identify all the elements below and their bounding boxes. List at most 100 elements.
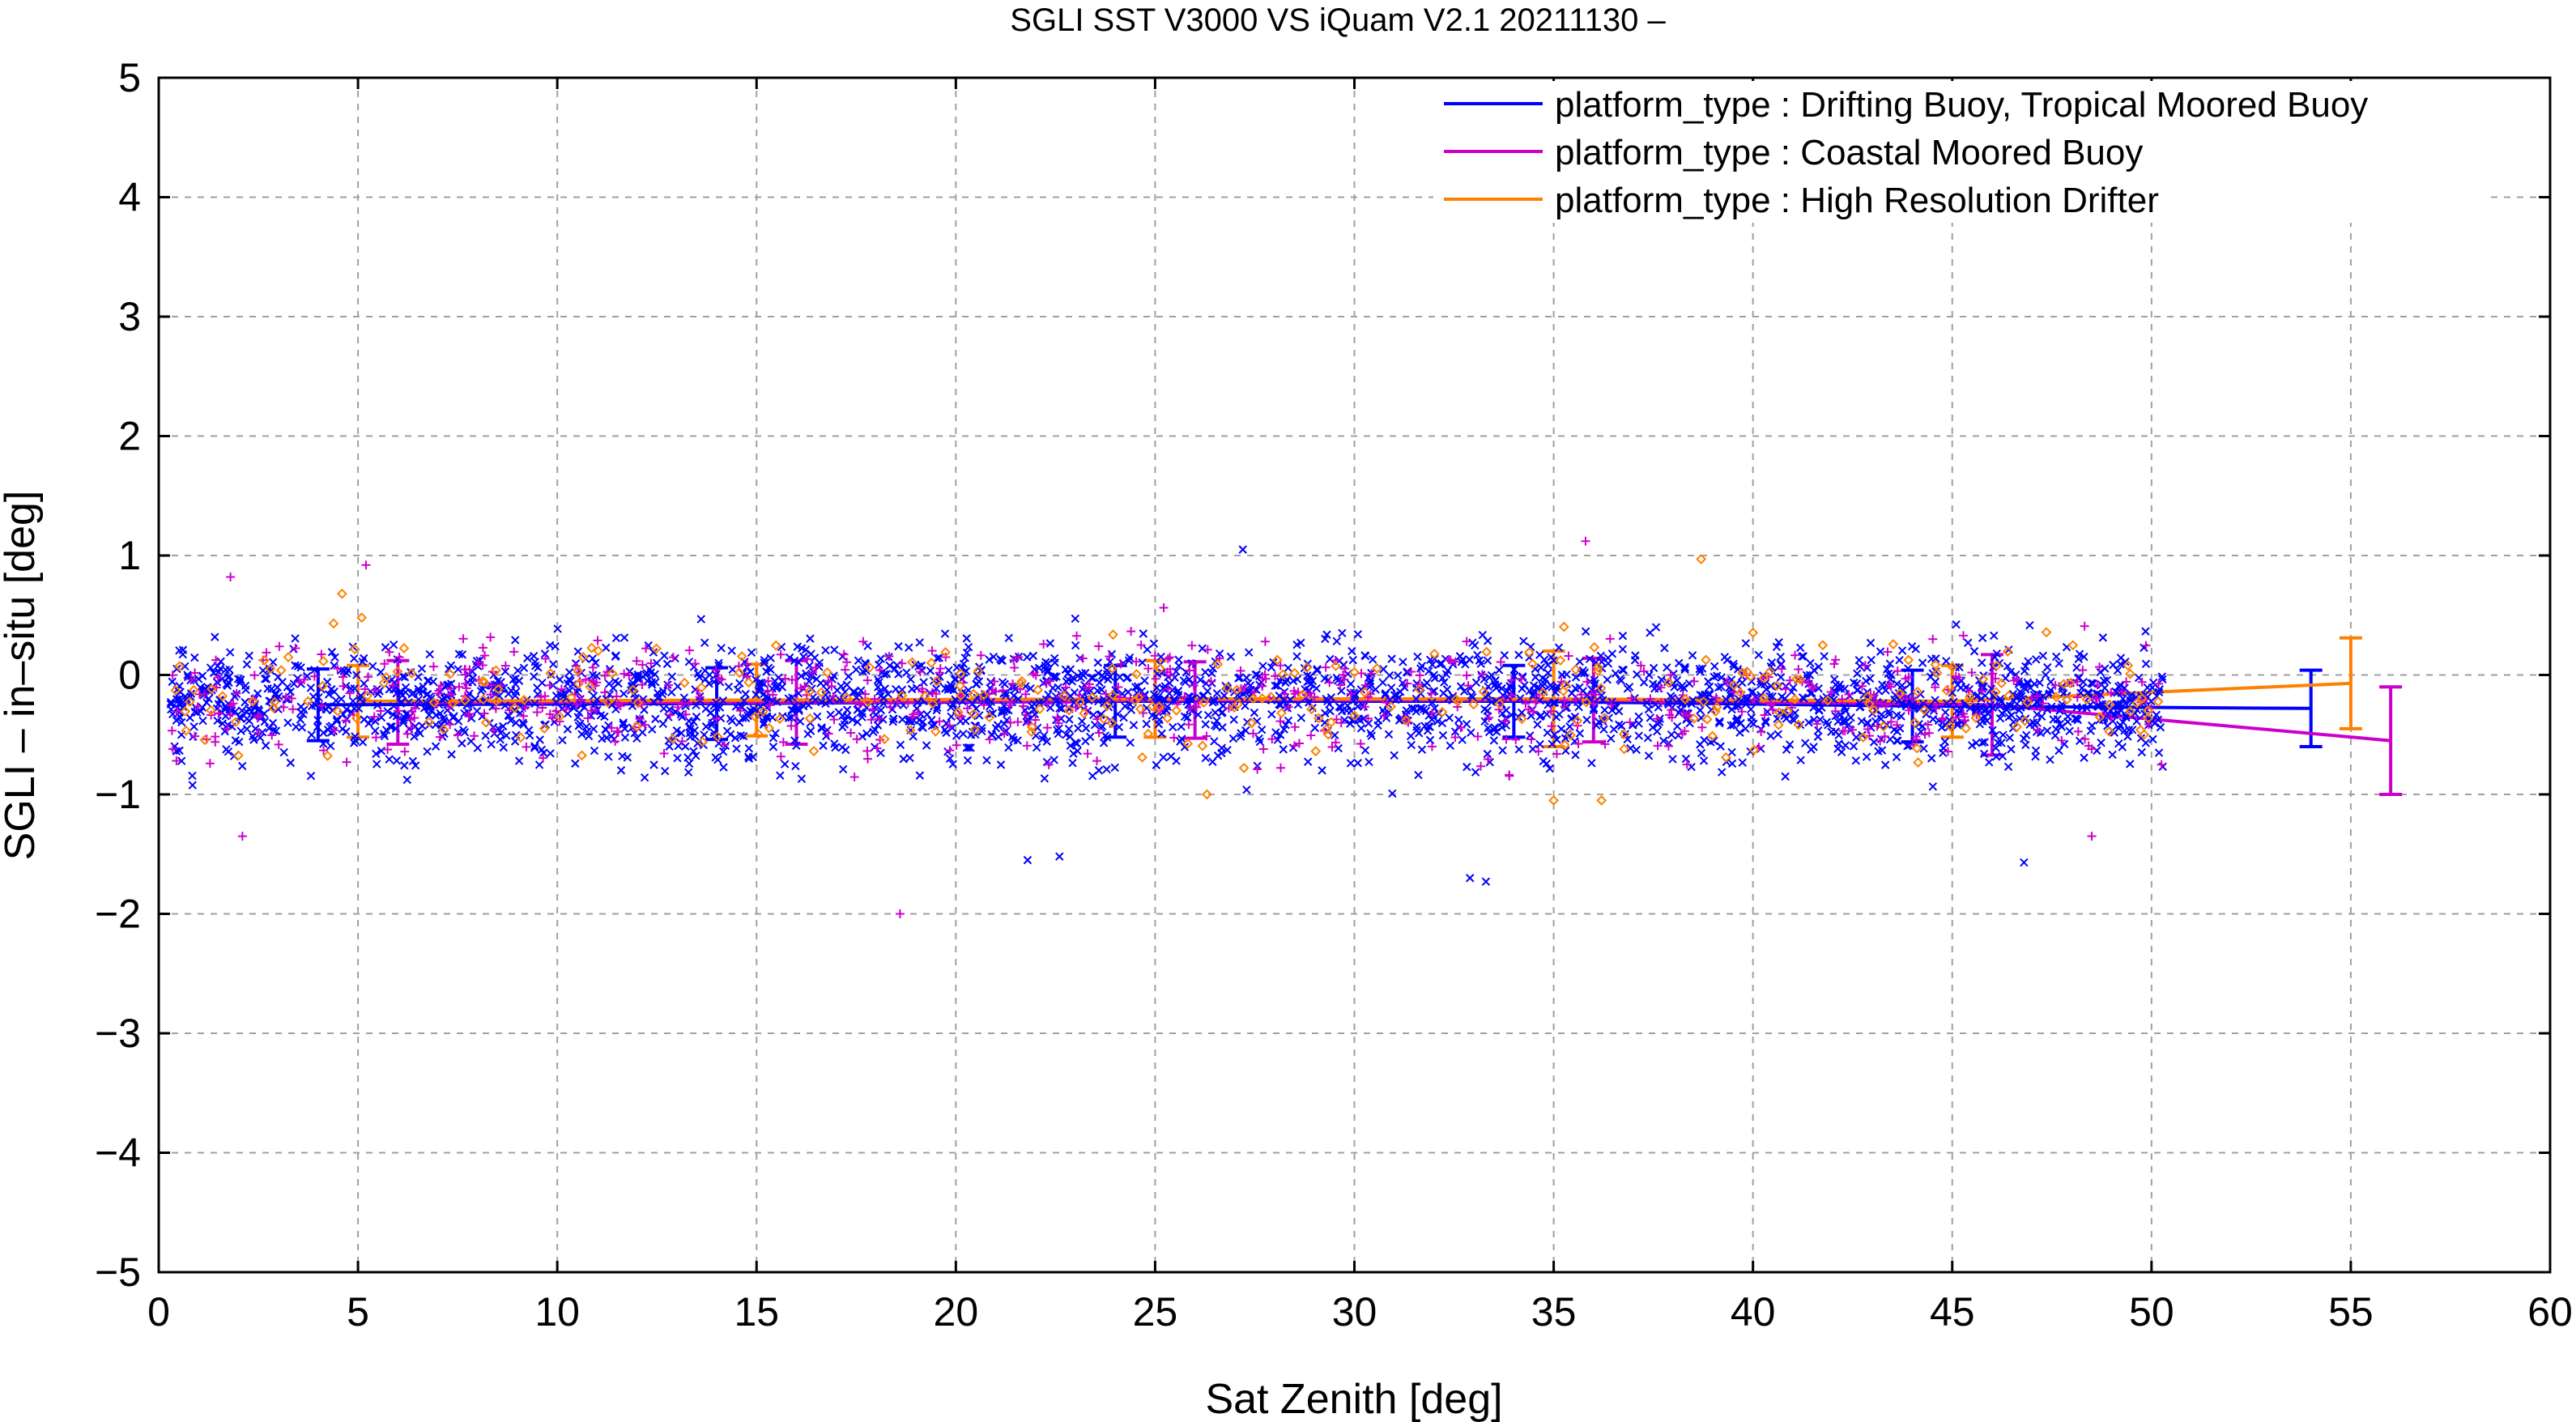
data-point [982,756,991,765]
data-point [1529,689,1539,699]
data-point [931,684,941,693]
data-point [1483,749,1492,759]
data-point [1183,713,1192,722]
x-tick-label: 40 [1731,1289,1776,1335]
data-point [1428,698,1437,707]
data-point [1650,700,1660,709]
data-point [2114,682,2123,691]
data-point [947,712,956,722]
data-point [1747,713,1756,722]
data-point [338,724,347,734]
data-point [265,724,274,733]
x-tick-label: 30 [1332,1289,1377,1335]
data-point [1066,741,1075,751]
data-point [736,731,746,740]
data-point [840,716,849,726]
data-point [1777,659,1786,669]
data-point [1042,737,1052,746]
data-point [1074,724,1083,733]
data-point [260,675,270,683]
data-point [584,731,594,741]
data-point [198,716,207,726]
data-point [1550,698,1560,707]
data-point [660,651,669,660]
data-point [1797,652,1807,661]
data-point [686,724,695,734]
data-point [2154,748,2164,757]
data-point [1813,696,1823,706]
data-point [1004,743,1013,752]
data-point [1971,705,1981,714]
data-point [1143,645,1152,654]
data-point [1438,730,1448,740]
data-point [1585,654,1595,663]
data-point [2057,722,2067,731]
data-point [1990,631,1999,641]
data-point [1874,687,1884,696]
data-point [902,668,911,677]
legend-label: platform_type : Drifting Buoy, Tropical … [1555,85,2368,125]
data-point [431,742,441,751]
data-point [310,666,319,675]
data-point [2110,687,2120,696]
data-point [1484,673,1494,682]
data-point [620,633,629,642]
data-point [1203,710,1213,720]
data-point [1773,730,1782,739]
data-point [1458,655,1467,664]
x-axis-label: Sat Zenith [deg] [1205,1376,1502,1422]
data-point [1484,723,1492,733]
data-point [271,688,280,698]
data-point [530,742,539,751]
data-point [514,756,524,765]
x-tick-label: 5 [347,1289,369,1335]
data-point [376,667,385,677]
data-point [1953,680,1962,690]
data-point [268,718,278,728]
x-tick-label: 45 [1930,1289,1975,1335]
scatter-points [166,536,2167,918]
data-point [1064,724,1074,734]
data-point [795,717,805,726]
data-point [1729,662,1739,671]
data-point [1663,663,1671,672]
data-point [551,698,560,707]
data-point [397,697,406,706]
legend: platform_type : Drifting Buoy, Tropical … [1433,81,2486,223]
data-point [371,726,380,735]
data-point [2132,717,2141,726]
data-point [2033,710,2042,719]
data-point [790,656,799,666]
data-point [1119,713,1128,722]
data-point [1140,676,1149,685]
data-point [211,632,219,641]
data-point [1154,692,1163,701]
data-point [1766,682,1775,691]
data-point [1949,697,1958,706]
data-point [553,624,562,633]
data-point [821,699,830,709]
data-point [166,697,176,707]
data-point [238,761,247,771]
data-point [392,756,402,765]
data-point [1416,664,1425,673]
data-point [2141,659,2151,669]
data-point [849,688,859,696]
data-point [1643,734,1653,743]
data-point [1727,747,1736,757]
data-point [1440,678,1449,687]
data-point [2042,726,2052,735]
data-point [756,702,765,712]
data-point [2154,688,2164,697]
data-point [1459,687,1469,696]
data-point [2148,716,2157,726]
data-point [358,738,368,747]
data-point [1114,722,1124,732]
data-point [1321,709,1330,717]
data-point [817,724,826,733]
data-point [1492,683,1501,692]
data-point [1649,663,1658,673]
data-point [1952,619,1961,629]
data-point [262,675,271,683]
data-point [1995,658,2004,668]
